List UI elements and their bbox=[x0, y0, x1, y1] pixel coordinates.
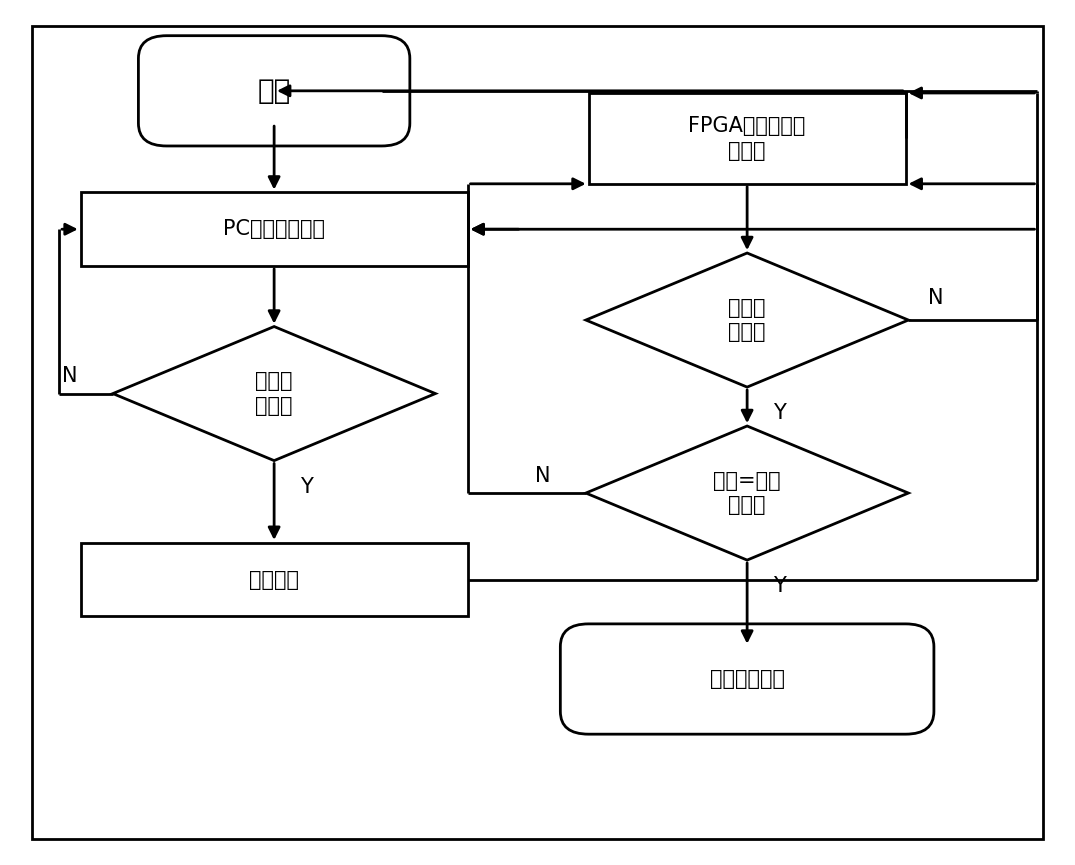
FancyBboxPatch shape bbox=[560, 624, 934, 734]
Text: PC发送位置指令: PC发送位置指令 bbox=[224, 219, 325, 240]
Text: 是否发
送完毕: 是否发 送完毕 bbox=[729, 298, 765, 343]
FancyBboxPatch shape bbox=[139, 35, 410, 146]
Text: Y: Y bbox=[773, 576, 786, 596]
Text: 发送=？反
馈脉冲: 发送=？反 馈脉冲 bbox=[714, 471, 780, 516]
Polygon shape bbox=[586, 426, 908, 561]
Bar bbox=[589, 93, 905, 184]
Text: FPGA发送反馈脉
冲信息: FPGA发送反馈脉 冲信息 bbox=[688, 116, 806, 161]
Bar bbox=[81, 193, 468, 266]
Polygon shape bbox=[586, 253, 908, 388]
Text: 开始: 开始 bbox=[258, 77, 290, 105]
Text: 电机停止运转: 电机停止运转 bbox=[710, 669, 785, 689]
Text: N: N bbox=[928, 288, 943, 309]
Bar bbox=[81, 543, 468, 616]
Text: N: N bbox=[62, 366, 77, 387]
Text: 接收指
令完毕: 接收指 令完毕 bbox=[256, 371, 292, 416]
Text: Y: Y bbox=[773, 403, 786, 423]
Text: Y: Y bbox=[300, 477, 313, 497]
Text: 电机运转: 电机运转 bbox=[249, 569, 299, 590]
Text: N: N bbox=[535, 465, 550, 486]
Polygon shape bbox=[113, 326, 435, 460]
